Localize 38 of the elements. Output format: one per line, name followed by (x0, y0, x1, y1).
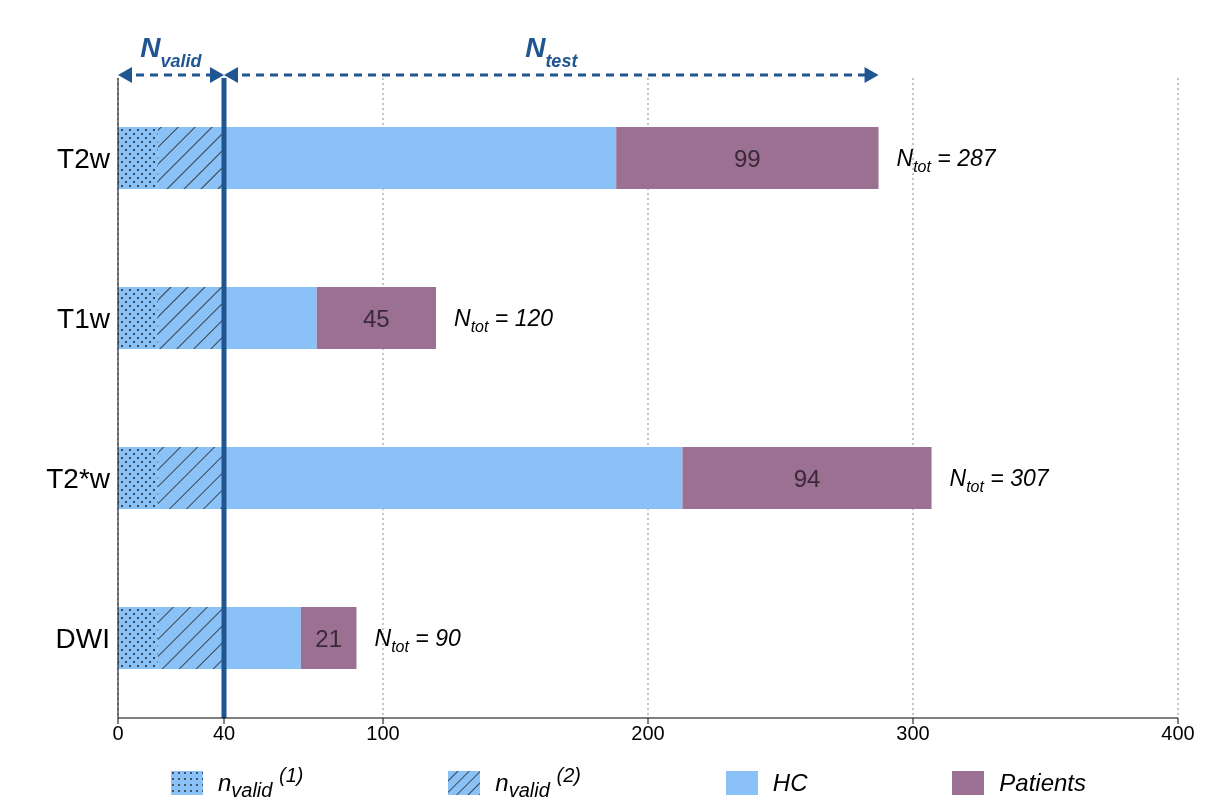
bar (224, 447, 683, 509)
y-tick-label: T2w (57, 142, 111, 174)
bar (118, 607, 158, 669)
legend-label: HC (772, 768, 808, 797)
bar (224, 127, 617, 189)
bar (118, 127, 158, 189)
annotation: N$_{tot}$ = 287 (896, 145, 997, 175)
bar (157, 287, 224, 349)
x-tick-label: 400 (1161, 722, 1195, 745)
x-tick-label: 40 (212, 722, 236, 745)
y-tick-label: T1w (57, 302, 111, 334)
bar (224, 287, 317, 349)
y-tick-label: DWI (55, 622, 110, 654)
annotation: N$_{tot}$ = 120 (454, 305, 554, 335)
bar (157, 447, 224, 509)
text: N$_{valid}$ (140, 32, 203, 71)
data-label: 94 (793, 464, 821, 492)
x-tick-label: 100 (366, 722, 400, 745)
text: N$_{test}$ (525, 32, 579, 71)
data-label: 99 (734, 144, 761, 172)
data-label: 21 (315, 624, 343, 652)
bar (157, 607, 224, 669)
bar (118, 447, 158, 509)
bar (316, 287, 436, 349)
x-tick-label: 200 (631, 722, 665, 745)
data-label: 45 (363, 304, 390, 332)
x-tick-label: 300 (896, 722, 930, 745)
bar (118, 287, 158, 349)
bar (300, 607, 357, 669)
legend-label: Patients (999, 768, 1087, 797)
bar (157, 127, 224, 189)
y-tick-label: T2*w (46, 462, 111, 494)
x-tick-label: 0 (112, 722, 124, 745)
bar (682, 447, 932, 509)
bar (224, 607, 301, 669)
bar (616, 127, 879, 189)
annotation: N$_{tot}$ = 307 (949, 465, 1050, 495)
annotation: N$_{tot}$ = 90 (374, 625, 461, 655)
